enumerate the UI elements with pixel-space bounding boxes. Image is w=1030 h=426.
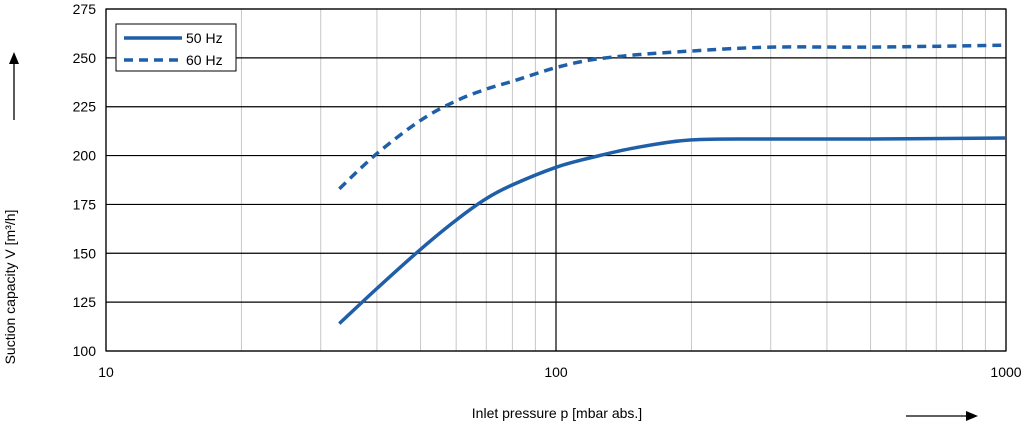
legend-label-50hz: 50 Hz xyxy=(186,30,223,46)
series-line-60hz xyxy=(338,43,1007,191)
plot-frame xyxy=(105,8,1007,352)
y-tick-label: 175 xyxy=(73,196,97,212)
x-tick-label: 100 xyxy=(544,364,568,380)
legend-box xyxy=(115,23,237,72)
y-tick-label: 100 xyxy=(73,343,97,359)
series-line-50hz xyxy=(338,136,1007,325)
legend-label-60hz: 60 Hz xyxy=(186,52,223,68)
series-layer xyxy=(338,43,1007,325)
y-tick-label: 250 xyxy=(73,50,97,66)
y-tick-label: 200 xyxy=(73,148,97,164)
y-tick-label: 225 xyxy=(73,99,97,115)
minor-grid xyxy=(240,9,986,351)
x-tick-label: 1000 xyxy=(990,364,1021,380)
x-tick-labels: 10 100 1000 xyxy=(98,364,1022,380)
x-axis-label: Inlet pressure p [mbar abs.] xyxy=(472,405,642,421)
y-tick-label: 150 xyxy=(73,245,97,261)
y-direction-arrow xyxy=(9,52,19,120)
y-axis-label: Suction capacity V [m³/h] xyxy=(2,210,18,365)
y-tick-label: 275 xyxy=(73,1,97,17)
y-tick-label: 125 xyxy=(73,294,97,310)
x-direction-arrow xyxy=(906,411,978,421)
legend: 50 Hz 60 Hz xyxy=(115,23,237,72)
y-tick-labels: 100 125 150 175 200 225 250 275 xyxy=(73,1,97,359)
x-tick-label: 10 xyxy=(98,364,114,380)
